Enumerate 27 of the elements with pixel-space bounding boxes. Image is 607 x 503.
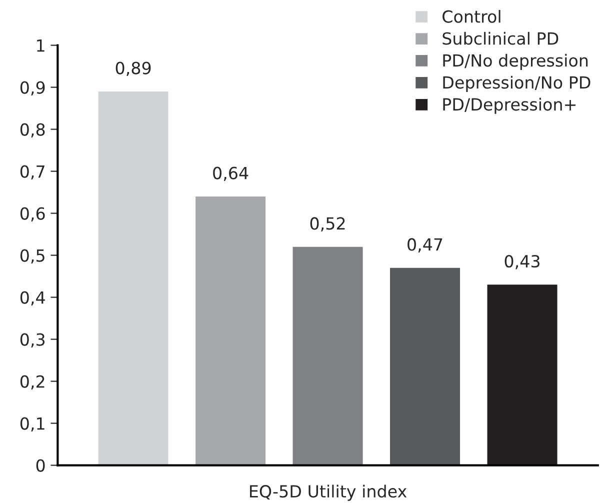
y-tick-label: 0 bbox=[36, 459, 45, 472]
data-label: 0,43 bbox=[504, 254, 540, 270]
bar bbox=[390, 268, 460, 466]
legend-label: Depression/No PD bbox=[443, 76, 590, 92]
bar bbox=[196, 196, 266, 466]
bar bbox=[98, 91, 168, 466]
y-tick-label: 0,1 bbox=[20, 417, 44, 432]
y-tick-label: 1 bbox=[37, 39, 44, 52]
y-tick-label: 0,7 bbox=[20, 165, 44, 180]
data-label: 0,52 bbox=[310, 217, 345, 232]
y-tick-label: 0,2 bbox=[20, 375, 44, 390]
x-tick-label: EQ-5D Utility index bbox=[250, 484, 407, 501]
data-label: 0,64 bbox=[213, 166, 248, 182]
data-label: 0,47 bbox=[408, 238, 442, 252]
legend-label: Subclinical PD bbox=[442, 32, 558, 45]
y-tick-label: 0,9 bbox=[20, 81, 45, 96]
data-label: 0,89 bbox=[116, 62, 151, 76]
bar bbox=[292, 246, 363, 466]
y-tick-label: 0,4 bbox=[20, 291, 45, 306]
y-tick-label: 0,5 bbox=[20, 249, 44, 264]
legend-label: PD/No depression bbox=[443, 54, 588, 70]
y-tick-label: 0,8 bbox=[20, 123, 45, 138]
legend-label: Control bbox=[442, 10, 500, 23]
bar bbox=[487, 284, 558, 466]
y-tick-label: 0,3 bbox=[20, 333, 45, 348]
y-tick-label: 0,6 bbox=[20, 207, 45, 222]
legend-label: PD/Depression+ bbox=[443, 98, 576, 114]
